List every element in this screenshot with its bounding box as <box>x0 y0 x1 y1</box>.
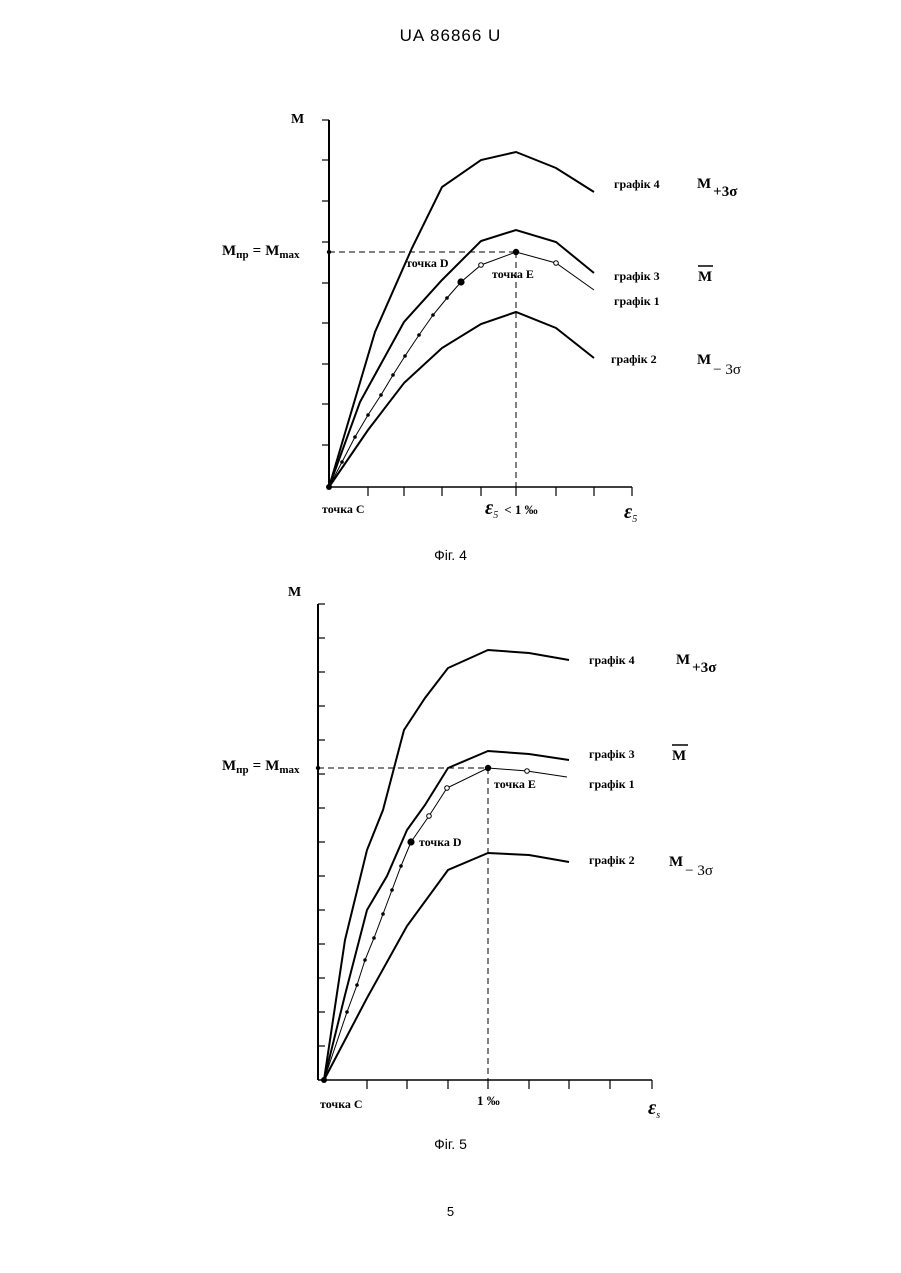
fig4-point-e-marker <box>513 249 519 255</box>
fig5-m-bar-symbol: M <box>672 748 686 764</box>
fig4-x-ticks <box>368 487 632 496</box>
fig4-m-bar-symbol: M <box>698 269 712 285</box>
fig5-m-plus-3sigma-symbol: M+3σ <box>676 652 717 676</box>
fig4-mpr-label: Mпр=Mmax <box>222 243 300 261</box>
fig4-curve-graph-1 <box>329 252 594 487</box>
fig5-curve-graph-4 <box>324 650 569 1080</box>
fig5-curve-graph-2 <box>324 853 569 1080</box>
fig4-mmax-axis-dot <box>327 250 331 254</box>
fig5-x-axis-label: εs <box>648 1097 660 1121</box>
fig4-curve-graph-3 <box>329 230 594 487</box>
fig5-y-axis-label: M <box>288 585 301 600</box>
fig5-curve-graph-1 <box>324 768 567 1080</box>
fig5-point-d-label: точка D <box>419 835 462 849</box>
fig4-curve-graph-2 <box>329 312 594 487</box>
fig4-m-plus-3sigma-symbol: M+3σ <box>697 176 738 200</box>
fig5-mmax-axis-dot <box>316 766 320 770</box>
fig4-graph-2-label: графік 2 <box>611 352 657 366</box>
fig4-graph-4-label: графік 4 <box>614 177 660 191</box>
fig5-graph-1-label: графік 1 <box>589 777 635 791</box>
page-number: 5 <box>0 1204 901 1219</box>
fig5-mpr-label: Mпр=Mmax <box>222 758 300 776</box>
fig5-x-ticks <box>367 1080 652 1089</box>
document-header: UA 86866 U <box>0 26 901 46</box>
fig4-point-e-label: точка E <box>492 267 534 281</box>
fig5-point-d-marker <box>407 838 414 845</box>
fig5-m-minus-3sigma-symbol: M− 3σ <box>669 854 713 879</box>
fig5-origin-label: точка С <box>320 1097 363 1111</box>
fig5-curve-graph-3 <box>324 751 569 1080</box>
fig4-y-ticks <box>322 120 329 445</box>
figure-5-chart: M Mпр=Mmax точка С 1 ‰ εs точка D точка … <box>0 580 901 1140</box>
fig4-m-minus-3sigma-symbol: M− 3σ <box>697 352 741 378</box>
fig4-y-axis-label: M <box>291 112 304 127</box>
fig5-point-e-marker <box>485 765 491 771</box>
fig5-graph-1-markers <box>345 864 403 1014</box>
fig4-point-d-label: точка D <box>406 256 449 270</box>
fig5-graph-4-label: графік 4 <box>589 653 635 667</box>
fig5-graph-3-label: графік 3 <box>589 747 635 761</box>
fig5-point-e-label: точка E <box>494 777 536 791</box>
fig4-point-c-marker <box>326 484 332 490</box>
fig4-graph-3-label: графік 3 <box>614 269 660 283</box>
fig5-caption: Фіг. 5 <box>0 1136 901 1152</box>
figure-4-chart: M Mпр=Mmax точка С ε5< 1 ‰ ε5 точка D то… <box>0 100 901 540</box>
fig4-caption: Фіг. 4 <box>0 547 901 563</box>
fig4-graph-1-label: графік 1 <box>614 294 660 308</box>
fig5-graph-2-label: графік 2 <box>589 853 635 867</box>
fig4-strain-limit-label: ε5< 1 ‰ <box>485 497 538 521</box>
fig4-x-axis-label: ε5 <box>624 501 637 525</box>
fig5-y-ticks <box>318 604 325 1046</box>
fig4-curve-graph-4 <box>329 152 594 487</box>
fig4-graph-1-markers <box>340 296 449 464</box>
fig4-point-d-marker <box>457 278 464 285</box>
fig5-point-c-marker <box>321 1077 327 1083</box>
fig5-strain-limit-label: 1 ‰ <box>477 1093 500 1108</box>
fig4-origin-label: точка С <box>322 502 365 516</box>
